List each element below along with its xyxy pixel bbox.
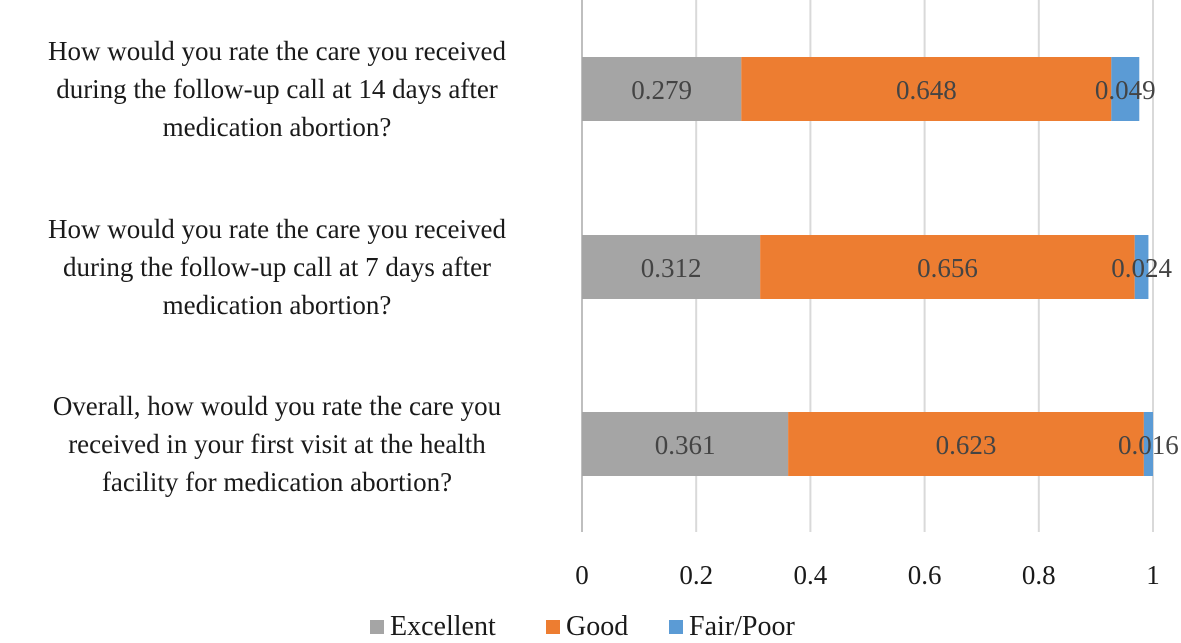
x-axis-ticks: 0 0.2 0.4 0.6 0.8 1: [575, 560, 1160, 590]
category-label-line: Overall, how would you rate the care you: [53, 391, 502, 421]
category-label-line: medication abortion?: [163, 290, 392, 320]
legend-swatch-fair-poor: [669, 619, 683, 634]
data-label: 0.312: [641, 253, 702, 283]
stacked-bar-chart: 0.279 0.648 0.049 0.312 0.656 0.024 0.361 0.623…: [48, 0, 1179, 590]
category-label: How would you rate the care you received…: [48, 36, 507, 142]
data-label: 0.024: [1111, 253, 1172, 283]
data-label: 0.279: [631, 75, 692, 105]
x-tick-label: 0.2: [679, 560, 713, 590]
category-label-line: How would you rate the care you received: [48, 36, 507, 66]
x-tick-label: 0.8: [1022, 560, 1056, 590]
data-label: 0.648: [896, 75, 957, 105]
data-label: 0.623: [936, 430, 997, 460]
bar-segment-fair-poor: [1134, 235, 1149, 299]
category-label-line: during the follow-up call at 7 days afte…: [63, 252, 491, 282]
data-label: 0.361: [655, 430, 716, 460]
category-labels: How would you rate the care you received…: [48, 36, 507, 497]
data-label: 0.049: [1095, 75, 1156, 105]
legend-item-fair-poor: Fair/Poor: [669, 610, 795, 643]
x-tick-label: 0: [575, 560, 589, 590]
bar-segment-excellent: [582, 412, 789, 476]
legend-item-good: Good: [546, 610, 628, 643]
legend-label-fair-poor: Fair/Poor: [689, 611, 795, 642]
category-label-line: during the follow-up call at 14 days aft…: [56, 74, 498, 104]
x-tick-label: 0.6: [908, 560, 942, 590]
x-tick-label: 0.4: [794, 560, 828, 590]
legend: Excellent Good Fair/Poor: [0, 610, 1181, 643]
bar-segment-good: [741, 57, 1112, 121]
category-label-line: received in your first visit at the heal…: [68, 429, 486, 459]
category-label-line: medication abortion?: [163, 112, 392, 142]
data-labels: 0.279 0.648 0.049 0.312 0.656 0.024 0.361 0.623…: [631, 75, 1179, 460]
category-label-line: How would you rate the care you received: [48, 214, 507, 244]
bar-segment-good: [760, 235, 1135, 299]
bars: [582, 57, 1153, 476]
legend-label-excellent: Excellent: [390, 611, 496, 642]
bar-segment-fair-poor: [1143, 412, 1153, 476]
category-label: Overall, how would you rate the care you…: [53, 391, 502, 497]
data-label: 0.656: [917, 253, 978, 283]
data-label: 0.016: [1118, 430, 1179, 460]
bar-segment-excellent: [582, 57, 742, 121]
legend-swatch-good: [546, 619, 560, 634]
x-tick-label: 1: [1146, 560, 1160, 590]
bar-segment-excellent: [582, 235, 761, 299]
legend-swatch-excellent: [370, 619, 384, 634]
bar-segment-fair-poor: [1111, 57, 1140, 121]
category-label: How would you rate the care you received…: [48, 214, 507, 320]
legend-item-excellent: Excellent: [370, 610, 496, 643]
bar-segment-good: [788, 412, 1144, 476]
category-label-line: facility for medication abortion?: [102, 467, 452, 497]
legend-label-good: Good: [566, 611, 629, 642]
